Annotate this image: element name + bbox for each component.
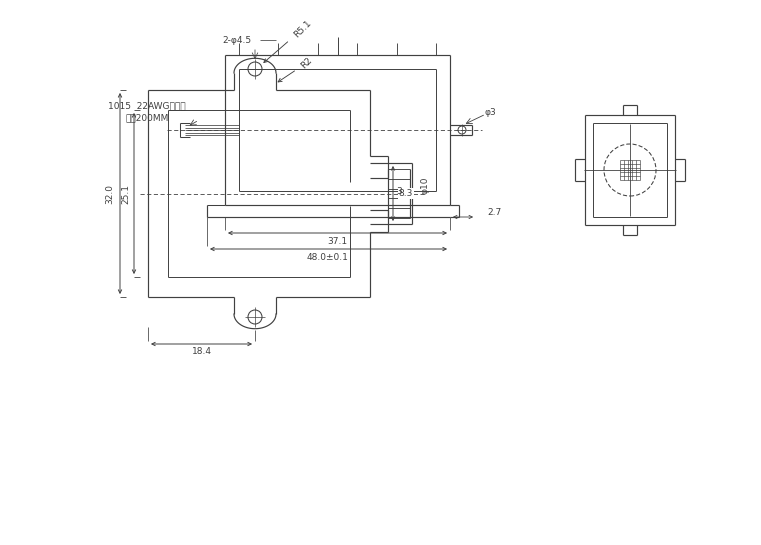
Text: φ3: φ3 xyxy=(484,107,495,117)
Text: 3: 3 xyxy=(396,187,402,196)
Text: 32.0: 32.0 xyxy=(106,184,114,203)
Text: 18.4: 18.4 xyxy=(192,348,212,356)
Text: 2.7: 2.7 xyxy=(487,208,501,216)
Text: 48.0±0.1: 48.0±0.1 xyxy=(307,252,349,262)
Text: 25.1: 25.1 xyxy=(122,184,130,203)
Text: 1015  22AWG双棕色: 1015 22AWG双棕色 xyxy=(108,101,186,111)
Text: R2: R2 xyxy=(279,55,314,82)
Text: 8.3: 8.3 xyxy=(399,189,413,198)
Text: 37.1: 37.1 xyxy=(327,237,348,245)
Text: R5.1: R5.1 xyxy=(264,18,314,63)
Text: 2-φ4.5: 2-φ4.5 xyxy=(222,35,252,45)
Text: 外露200MM: 外露200MM xyxy=(126,113,169,123)
Text: φ10: φ10 xyxy=(420,177,429,194)
